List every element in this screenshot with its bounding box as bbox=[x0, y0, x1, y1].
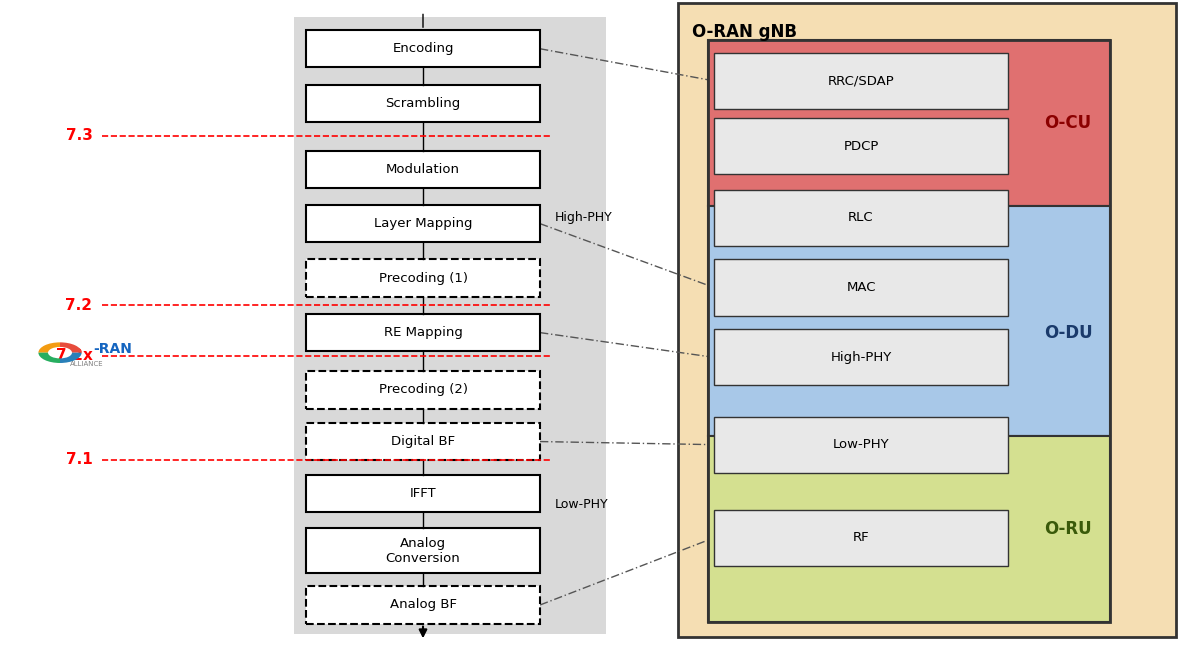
Text: Layer Mapping: Layer Mapping bbox=[373, 217, 473, 230]
FancyBboxPatch shape bbox=[306, 259, 540, 297]
Text: PDCP: PDCP bbox=[844, 139, 878, 152]
Text: 7.3: 7.3 bbox=[66, 128, 92, 143]
FancyBboxPatch shape bbox=[306, 30, 540, 67]
Text: Scrambling: Scrambling bbox=[385, 97, 461, 110]
FancyBboxPatch shape bbox=[306, 150, 540, 188]
Text: -RAN: -RAN bbox=[94, 342, 132, 356]
Text: O-RAN gNB: O-RAN gNB bbox=[692, 23, 797, 41]
Text: Digital BF: Digital BF bbox=[391, 435, 455, 448]
Wedge shape bbox=[38, 342, 60, 353]
FancyBboxPatch shape bbox=[714, 329, 1008, 386]
FancyBboxPatch shape bbox=[714, 417, 1008, 473]
FancyBboxPatch shape bbox=[708, 40, 1110, 206]
Text: IFFT: IFFT bbox=[409, 487, 437, 500]
Text: O-RU: O-RU bbox=[1044, 520, 1092, 538]
FancyBboxPatch shape bbox=[306, 528, 540, 573]
Text: Low-PHY: Low-PHY bbox=[554, 498, 608, 511]
Text: Precoding (1): Precoding (1) bbox=[378, 272, 468, 284]
Text: MAC: MAC bbox=[846, 281, 876, 294]
FancyBboxPatch shape bbox=[306, 474, 540, 512]
FancyBboxPatch shape bbox=[678, 3, 1176, 636]
Text: O-DU: O-DU bbox=[1044, 323, 1092, 341]
FancyBboxPatch shape bbox=[714, 190, 1008, 246]
Text: RRC/SDAP: RRC/SDAP bbox=[828, 75, 894, 87]
FancyBboxPatch shape bbox=[708, 206, 1110, 436]
FancyBboxPatch shape bbox=[714, 259, 1008, 316]
FancyBboxPatch shape bbox=[708, 436, 1110, 622]
Text: High-PHY: High-PHY bbox=[830, 351, 892, 364]
FancyBboxPatch shape bbox=[294, 17, 606, 634]
Text: RLC: RLC bbox=[848, 211, 874, 224]
Text: O-CU: O-CU bbox=[1044, 114, 1092, 132]
Text: RF: RF bbox=[853, 531, 869, 544]
Text: Low-PHY: Low-PHY bbox=[833, 438, 889, 451]
FancyBboxPatch shape bbox=[306, 205, 540, 242]
FancyBboxPatch shape bbox=[714, 510, 1008, 566]
Wedge shape bbox=[60, 353, 82, 363]
Text: RE Mapping: RE Mapping bbox=[384, 326, 462, 339]
Text: 7.2x: 7.2x bbox=[55, 348, 92, 363]
FancyBboxPatch shape bbox=[306, 371, 540, 409]
Text: Encoding: Encoding bbox=[392, 42, 454, 55]
FancyBboxPatch shape bbox=[306, 423, 540, 460]
FancyBboxPatch shape bbox=[714, 52, 1008, 109]
Text: 7.1: 7.1 bbox=[66, 452, 92, 467]
Text: 7.2: 7.2 bbox=[66, 297, 92, 312]
Text: High-PHY: High-PHY bbox=[554, 211, 612, 224]
FancyBboxPatch shape bbox=[306, 314, 540, 351]
Text: Analog
Conversion: Analog Conversion bbox=[385, 537, 461, 564]
Text: Modulation: Modulation bbox=[386, 163, 460, 176]
FancyBboxPatch shape bbox=[714, 118, 1008, 174]
Text: Precoding (2): Precoding (2) bbox=[378, 384, 468, 397]
FancyBboxPatch shape bbox=[306, 586, 540, 623]
FancyBboxPatch shape bbox=[306, 85, 540, 122]
Wedge shape bbox=[38, 353, 60, 363]
Text: Analog BF: Analog BF bbox=[390, 599, 456, 612]
Wedge shape bbox=[60, 342, 82, 353]
Text: ALLIANCE: ALLIANCE bbox=[70, 361, 103, 367]
